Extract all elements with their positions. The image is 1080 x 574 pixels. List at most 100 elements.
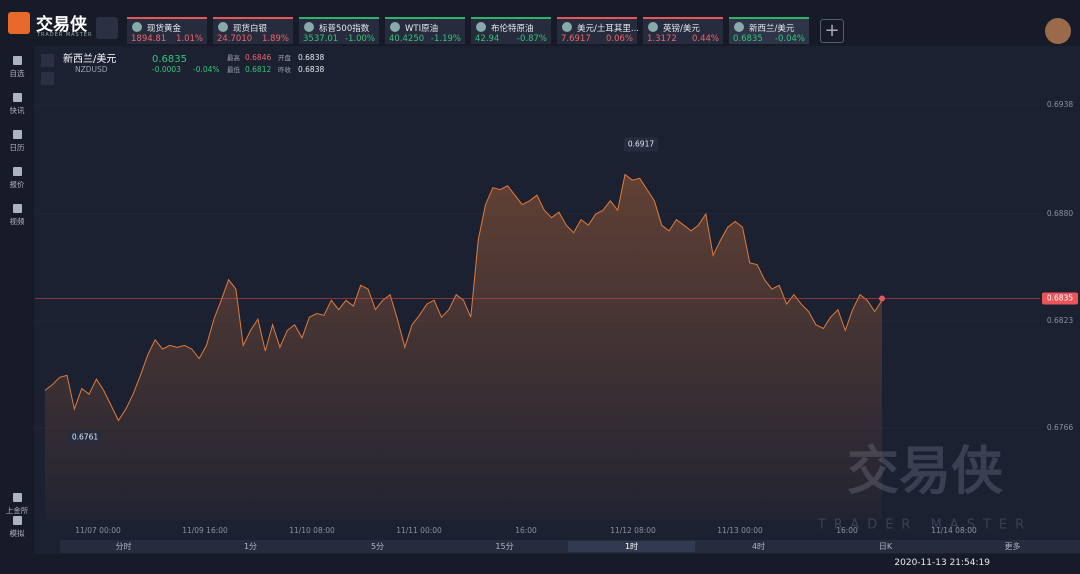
timeframe[interactable]: 日K <box>878 542 893 551</box>
x-tick-label: 11/07 00:00 <box>75 526 121 535</box>
annotation-label: 0.6761 <box>72 432 98 441</box>
ticker-icon <box>390 22 400 32</box>
stat-value: 0.6838 <box>298 53 324 62</box>
x-tick-label: 11/13 00:00 <box>717 526 763 535</box>
x-tick-label: 11/09 16:00 <box>182 526 228 535</box>
ticker-icon <box>304 22 314 32</box>
sidebar-label: 日历 <box>9 143 25 152</box>
watermark-sub: TRADER MASTER <box>817 518 1032 533</box>
timeframe[interactable]: 分时 <box>115 542 132 551</box>
sidebar-icon <box>12 167 22 176</box>
y-tick-label: 0.6823 <box>1047 316 1073 325</box>
sidebar-icon <box>12 56 22 65</box>
annotation-box <box>624 137 658 152</box>
x-tick-label: 11/10 08:00 <box>289 526 335 535</box>
draw-tool[interactable] <box>41 72 54 85</box>
y-tick-label: 0.6938 <box>1047 100 1073 109</box>
close-tool[interactable] <box>41 54 54 67</box>
sidebar-item[interactable]: 视频 <box>0 204 34 227</box>
logo <box>8 12 30 34</box>
symbol-name[interactable]: 新西兰/美元 <box>63 52 116 65</box>
x-tick-label: 11/11 00:00 <box>396 526 442 535</box>
last-point <box>879 295 885 302</box>
ticker-icon <box>132 22 142 32</box>
sidebar-label: 视频 <box>9 217 25 226</box>
ticker-icon <box>648 22 658 32</box>
ticker-price: 3537.01 <box>303 34 339 44</box>
ticker[interactable]: 现货白银 24.7010 1.89% <box>213 17 293 44</box>
sidebar-item[interactable]: 自选 <box>0 56 34 79</box>
x-tick-label: 16:00 <box>836 526 858 535</box>
ticker-name: 现货白银 <box>233 24 268 34</box>
ticker-price: 1894.81 <box>131 34 167 44</box>
symbol-code: NZDUSD <box>75 65 108 74</box>
annotation-box <box>68 430 102 445</box>
ticker-price: 1.3172 <box>647 34 677 44</box>
ticker-price: 42.94 <box>475 34 500 44</box>
change-pct: -0.04% <box>193 65 220 74</box>
sidebar-item[interactable]: 报价 <box>0 167 34 190</box>
price-line <box>44 173 883 422</box>
brand: 交易侠 <box>36 15 87 35</box>
stat-value: 0.6846 <box>245 53 271 62</box>
annotation-label: 0.6917 <box>628 139 654 148</box>
ticker[interactable]: 现货黄金 1894.81 1.01% <box>127 17 207 44</box>
timeframe[interactable]: 4时 <box>751 542 766 551</box>
ticker[interactable]: 美元/土耳其里... 7.6917 0.06% <box>557 17 639 44</box>
sidebar-label: 上金所 <box>5 506 29 515</box>
ticker[interactable]: WTI原油 40.4250 -1.19% <box>385 17 465 44</box>
top-bar: 交易侠 TRADER MASTER + 现货黄金 1894.81 1.01% 现货白银… <box>0 0 1080 46</box>
ticker-change: -0.04% <box>774 34 805 44</box>
sidebar-label: 自选 <box>9 69 25 78</box>
ticker[interactable]: 新西兰/美元 0.6835 -0.04% <box>729 17 809 44</box>
ticker-change: -0.87% <box>516 34 547 44</box>
timeframe[interactable]: 更多 <box>1004 542 1021 551</box>
sidebar-icon <box>12 493 22 502</box>
x-tick-label: 16:00 <box>515 526 537 535</box>
ticker[interactable]: 英镑/美元 1.3172 0.44% <box>643 17 723 44</box>
timeframe[interactable]: 1分 <box>243 542 258 551</box>
status-bar: 2020-11-13 21:54:19 <box>0 554 1080 574</box>
stat-value: 0.6838 <box>298 65 324 74</box>
last-price-tag <box>1042 292 1078 305</box>
ticker-change: 0.06% <box>605 34 633 44</box>
ticker-icon <box>218 22 228 32</box>
avatar[interactable] <box>1045 18 1071 44</box>
timeframe[interactable]: 15分 <box>495 542 514 551</box>
ticker-name: 新西兰/美元 <box>749 24 795 34</box>
ticker-change: 0.44% <box>691 34 719 44</box>
sidebar-item[interactable]: 模拟 <box>0 516 34 539</box>
layout-button[interactable] <box>96 17 118 39</box>
sidebar-icon <box>12 93 22 102</box>
ticker-price: 0.6835 <box>733 34 763 44</box>
ticker[interactable]: 布伦特原油 42.94 -0.87% <box>471 17 551 44</box>
stat-label: 最低 <box>227 65 241 74</box>
ticker-name: 布伦特原油 <box>491 24 534 34</box>
sidebar: 自选快讯日历报价视频上金所模拟 <box>0 46 34 554</box>
timeframe-bar: 分时 1分 5分 15分 1时 4时 日K 更多 <box>60 540 1080 553</box>
sidebar-icon <box>12 130 22 139</box>
clock: 2020-11-13 21:54:19 <box>894 558 990 568</box>
sidebar-item[interactable]: 快讯 <box>0 93 34 116</box>
x-tick-label: 11/12 08:00 <box>610 526 656 535</box>
stat-value: 0.6812 <box>245 65 271 74</box>
sidebar-label: 模拟 <box>9 529 25 538</box>
ticker-name: 标普500指数 <box>319 24 370 34</box>
ticker-icon <box>476 22 486 32</box>
add-button[interactable]: + <box>820 19 844 43</box>
ticker[interactable]: 标普500指数 3537.01 -1.00% <box>299 17 379 44</box>
sidebar-item[interactable]: 日历 <box>0 130 34 153</box>
sidebar-icon <box>12 516 22 525</box>
ticker-name: 现货黄金 <box>147 24 182 34</box>
ticker-price: 7.6917 <box>561 34 591 44</box>
sidebar-label: 快讯 <box>9 106 25 115</box>
timeframe[interactable]: 1时 <box>568 541 695 552</box>
ticker-name: 英镑/美元 <box>663 24 700 34</box>
sidebar-item[interactable]: 上金所 <box>0 493 34 516</box>
brand-sub: TRADER MASTER <box>37 32 93 38</box>
sidebar-label: 报价 <box>9 180 25 189</box>
timeframe[interactable]: 5分 <box>370 542 385 551</box>
ticker-change: 1.89% <box>261 34 289 44</box>
